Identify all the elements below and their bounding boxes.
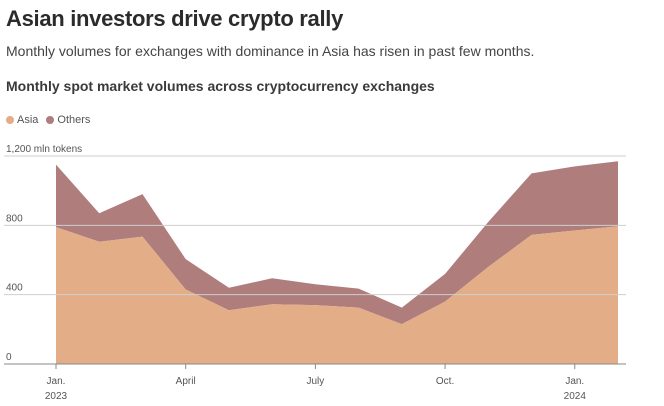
y-tick-label: 400 <box>6 283 23 294</box>
legend-swatch-asia <box>6 116 14 124</box>
y-tick-label: 800 <box>6 213 23 224</box>
chart-title: Monthly spot market volumes across crypt… <box>6 78 435 94</box>
x-tick-label: Oct. <box>436 376 454 387</box>
y-tick-label: 1,200 mln tokens <box>6 144 82 155</box>
chart-subtitle: Monthly volumes for exchanges with domin… <box>6 43 535 59</box>
legend-label-asia: Asia <box>17 114 39 126</box>
x-tick-sublabel: 2023 <box>45 391 68 402</box>
x-tick-label: Jan. <box>47 376 66 387</box>
x-tick-sublabel: 2024 <box>564 391 587 402</box>
legend-item-asia: Asia <box>6 114 38 126</box>
x-tick-label: July <box>306 376 324 387</box>
x-tick-label: April <box>176 376 196 387</box>
legend-item-others: Others <box>46 114 90 126</box>
x-tick-label: Jan. <box>565 376 584 387</box>
legend-swatch-others <box>46 116 55 124</box>
legend-label-others: Others <box>57 114 91 126</box>
legend: Asia Others <box>6 114 90 126</box>
area-asia <box>56 226 618 364</box>
y-tick-label: 0 <box>6 352 12 363</box>
chart-headline: Asian investors drive crypto rally <box>6 6 344 31</box>
area-others <box>56 161 618 325</box>
